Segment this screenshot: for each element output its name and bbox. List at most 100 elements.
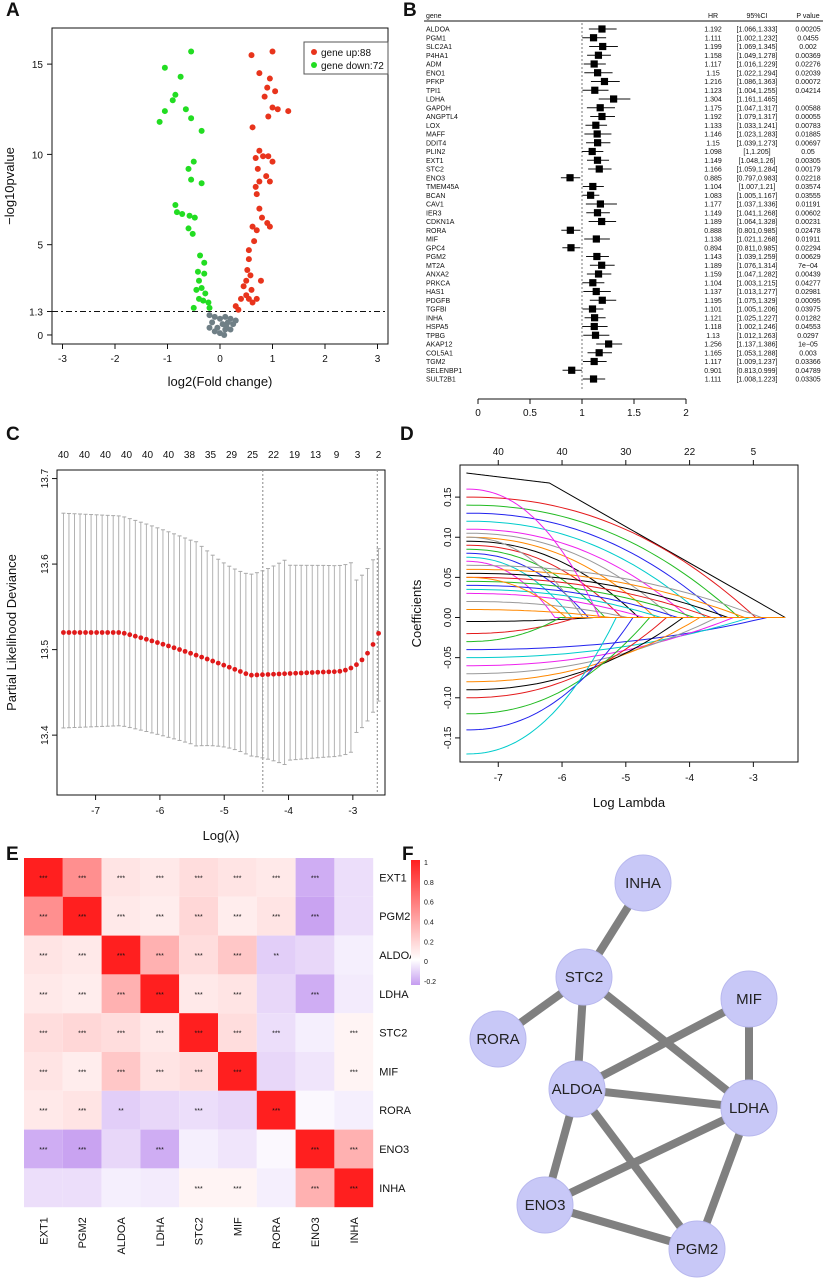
ns-point bbox=[217, 315, 223, 322]
significance-stars: *** bbox=[195, 1069, 203, 1076]
up-point bbox=[269, 48, 276, 55]
deviance-point bbox=[188, 650, 193, 656]
gene-name: ALDOA bbox=[426, 27, 450, 34]
heatmap-cell bbox=[24, 1129, 63, 1169]
ns-point bbox=[211, 313, 218, 320]
hr-value: 1.189 bbox=[704, 219, 722, 226]
gene-name: DDIT4 bbox=[426, 140, 446, 147]
x-tick-label: -3 bbox=[348, 806, 357, 817]
significance-stars: *** bbox=[272, 914, 280, 921]
header-p: P value bbox=[796, 13, 819, 20]
down-point bbox=[156, 118, 163, 125]
row-label: PGM2 bbox=[379, 911, 410, 923]
up-point bbox=[253, 295, 260, 302]
down-point bbox=[182, 106, 189, 113]
deviance-point bbox=[315, 669, 321, 675]
colorbar-tick-label: 0.8 bbox=[424, 880, 434, 887]
header-gene: gene bbox=[426, 13, 442, 20]
coefficient-path bbox=[466, 576, 786, 618]
significance-stars: *** bbox=[350, 1147, 358, 1154]
up-point bbox=[266, 223, 273, 230]
gene-name: EXT1 bbox=[426, 158, 444, 165]
significance-stars: *** bbox=[195, 1186, 203, 1193]
network-node bbox=[555, 948, 613, 1006]
hr-box bbox=[593, 252, 601, 261]
x-axis-title: log2(Fold change) bbox=[168, 374, 273, 389]
p-value: 0.0297 bbox=[797, 333, 819, 340]
network-node-label: RORA bbox=[476, 1031, 519, 1048]
heatmap-cell bbox=[256, 1129, 296, 1169]
gene-name: GAPDH bbox=[426, 105, 451, 112]
hr-value: 1.098 bbox=[704, 149, 722, 156]
coefficient-path bbox=[466, 617, 786, 667]
heatmap-cell bbox=[24, 935, 63, 975]
deviance-point bbox=[331, 669, 337, 675]
gene-name: TGFBI bbox=[426, 307, 447, 314]
coefficient-path bbox=[466, 617, 786, 622]
network-node bbox=[720, 970, 778, 1028]
panel-label-e: E bbox=[6, 844, 19, 865]
p-value: 0.02276 bbox=[795, 62, 820, 69]
hr-box bbox=[594, 139, 602, 147]
significance-stars: *** bbox=[117, 1069, 125, 1076]
down-point bbox=[172, 201, 179, 208]
gene-name: PLIN2 bbox=[426, 149, 446, 156]
heatmap-cell bbox=[24, 896, 63, 936]
heatmap-cell bbox=[101, 858, 141, 897]
gene-name: RORA bbox=[426, 228, 447, 235]
x-axis-title: Log Lambda bbox=[593, 795, 666, 810]
heatmap-cell bbox=[256, 1090, 296, 1130]
significance-stars: *** bbox=[350, 1069, 358, 1076]
up-point bbox=[252, 183, 259, 190]
deviance-point bbox=[271, 671, 276, 677]
heatmap-cell bbox=[179, 896, 218, 936]
deviance-point bbox=[116, 630, 122, 635]
down-point bbox=[206, 304, 213, 311]
x-tick-label: -6 bbox=[155, 806, 164, 817]
hr-box bbox=[567, 244, 575, 252]
coefficient-path bbox=[466, 540, 786, 618]
down-point bbox=[161, 64, 168, 71]
p-value: 0.02218 bbox=[795, 175, 820, 182]
hr-box bbox=[592, 235, 600, 243]
gene-name: CAV1 bbox=[426, 202, 444, 209]
ci-value: [0.813,0.999] bbox=[737, 368, 778, 375]
significance-stars: *** bbox=[39, 1031, 47, 1038]
ci-value: [1.002,1.246] bbox=[737, 324, 778, 331]
deviance-point bbox=[348, 665, 354, 671]
up-point bbox=[272, 88, 279, 95]
coefficient-path bbox=[466, 552, 786, 618]
coefficient-path bbox=[466, 512, 786, 618]
hr-box bbox=[598, 296, 606, 304]
significance-stars: *** bbox=[156, 992, 164, 999]
ci-value: [1.053,1.288] bbox=[737, 350, 778, 357]
panel-label-b: B bbox=[403, 0, 417, 21]
up-point bbox=[265, 113, 272, 120]
x-tick-label: -5 bbox=[621, 773, 630, 784]
gene-name: ADM bbox=[426, 62, 442, 69]
ci-value: [1.049,1.278] bbox=[737, 53, 778, 60]
down-point bbox=[191, 214, 198, 221]
legend-label: gene up:88 bbox=[321, 48, 371, 59]
hr-box bbox=[589, 279, 597, 287]
colorbar bbox=[411, 860, 420, 985]
ci-value: [1.005,1.167] bbox=[737, 193, 778, 200]
heatmap-cell bbox=[140, 935, 180, 975]
x-tick-label: 3 bbox=[375, 354, 381, 365]
significance-stars: *** bbox=[39, 1108, 47, 1115]
significance-stars: *** bbox=[233, 1186, 241, 1193]
y-tick-label: 15 bbox=[32, 60, 44, 71]
p-value: 0.00602 bbox=[795, 210, 820, 217]
ci-value: [1.021,1.268] bbox=[737, 237, 778, 244]
down-point bbox=[161, 108, 168, 115]
deviance-point bbox=[182, 648, 188, 654]
deviance-point bbox=[110, 630, 116, 635]
row-label: MIF bbox=[379, 1066, 398, 1078]
down-point bbox=[198, 285, 205, 292]
colorbar-tick-label: 0.4 bbox=[424, 920, 434, 927]
column-label: STC2 bbox=[194, 1217, 206, 1245]
deviance-point bbox=[149, 638, 155, 644]
heatmap-cell bbox=[256, 974, 296, 1014]
column-label: LDHA bbox=[155, 1217, 167, 1247]
ci-value: [1.076,1.314] bbox=[737, 263, 778, 270]
